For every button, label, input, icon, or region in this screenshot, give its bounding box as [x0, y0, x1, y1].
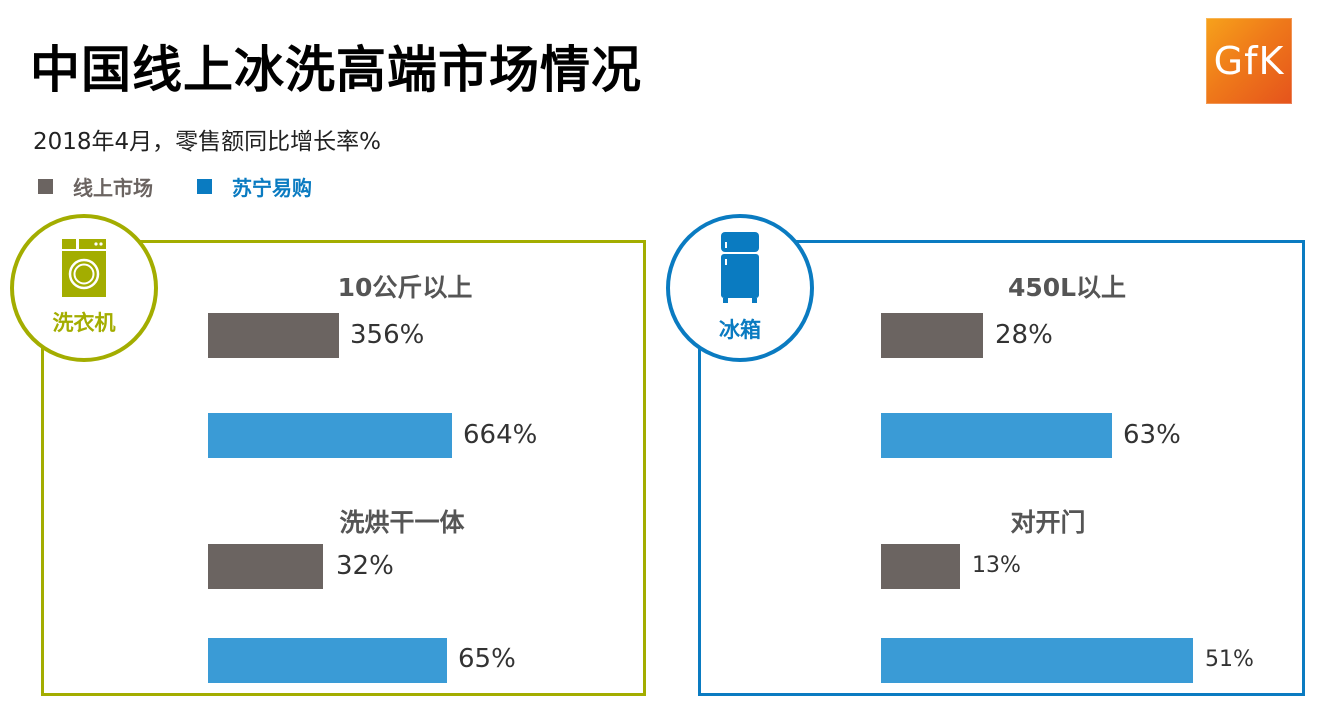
- bar-value: 63%: [1123, 420, 1181, 450]
- logo-text: GfK: [1213, 39, 1285, 83]
- page-title: 中国线上冰洗高端市场情况: [30, 41, 642, 99]
- bar-value: 51%: [1205, 647, 1254, 672]
- fridge-badge: 冰箱: [666, 214, 814, 362]
- bar-value: 28%: [995, 320, 1053, 350]
- washer-badge: 洗衣机: [10, 214, 158, 362]
- bar-suning: [881, 638, 1193, 683]
- gfk-logo: GfK: [1206, 18, 1292, 104]
- legend-swatch-market: [38, 179, 53, 194]
- washer-label: 洗衣机: [52, 311, 116, 335]
- page-subtitle: 2018年4月，零售额同比增长率%: [33, 129, 382, 155]
- fridge-label: 冰箱: [719, 318, 761, 342]
- bar-value: 65%: [458, 644, 516, 674]
- legend-item-market: 线上市场: [38, 172, 153, 201]
- bar-market: [208, 544, 323, 589]
- legend-swatch-suning: [197, 179, 212, 194]
- bar-market: [881, 313, 983, 358]
- refrigerator-icon: [721, 232, 759, 303]
- bar-value: 664%: [463, 420, 538, 450]
- bar-value: 13%: [972, 553, 1021, 578]
- bar-market: [881, 544, 960, 589]
- legend-item-suning: 苏宁易购: [197, 172, 312, 201]
- bar-suning: [881, 413, 1112, 458]
- bar-suning: [208, 638, 447, 683]
- group-title: 洗烘干一体: [339, 508, 465, 537]
- legend-label: 线上市场: [73, 176, 153, 200]
- bar-value: 356%: [350, 320, 425, 350]
- legend: 线上市场 苏宁易购: [38, 172, 356, 201]
- washing-machine-icon: [62, 239, 106, 297]
- group-title: 450L以上: [1007, 273, 1127, 302]
- legend-label: 苏宁易购: [232, 176, 312, 200]
- group-title: 对开门: [1010, 508, 1086, 537]
- bar-value: 32%: [336, 551, 394, 581]
- fridge-panel: [698, 240, 1305, 696]
- group-title: 10公斤以上: [337, 273, 473, 302]
- bar-market: [208, 313, 339, 358]
- bar-suning: [208, 413, 452, 458]
